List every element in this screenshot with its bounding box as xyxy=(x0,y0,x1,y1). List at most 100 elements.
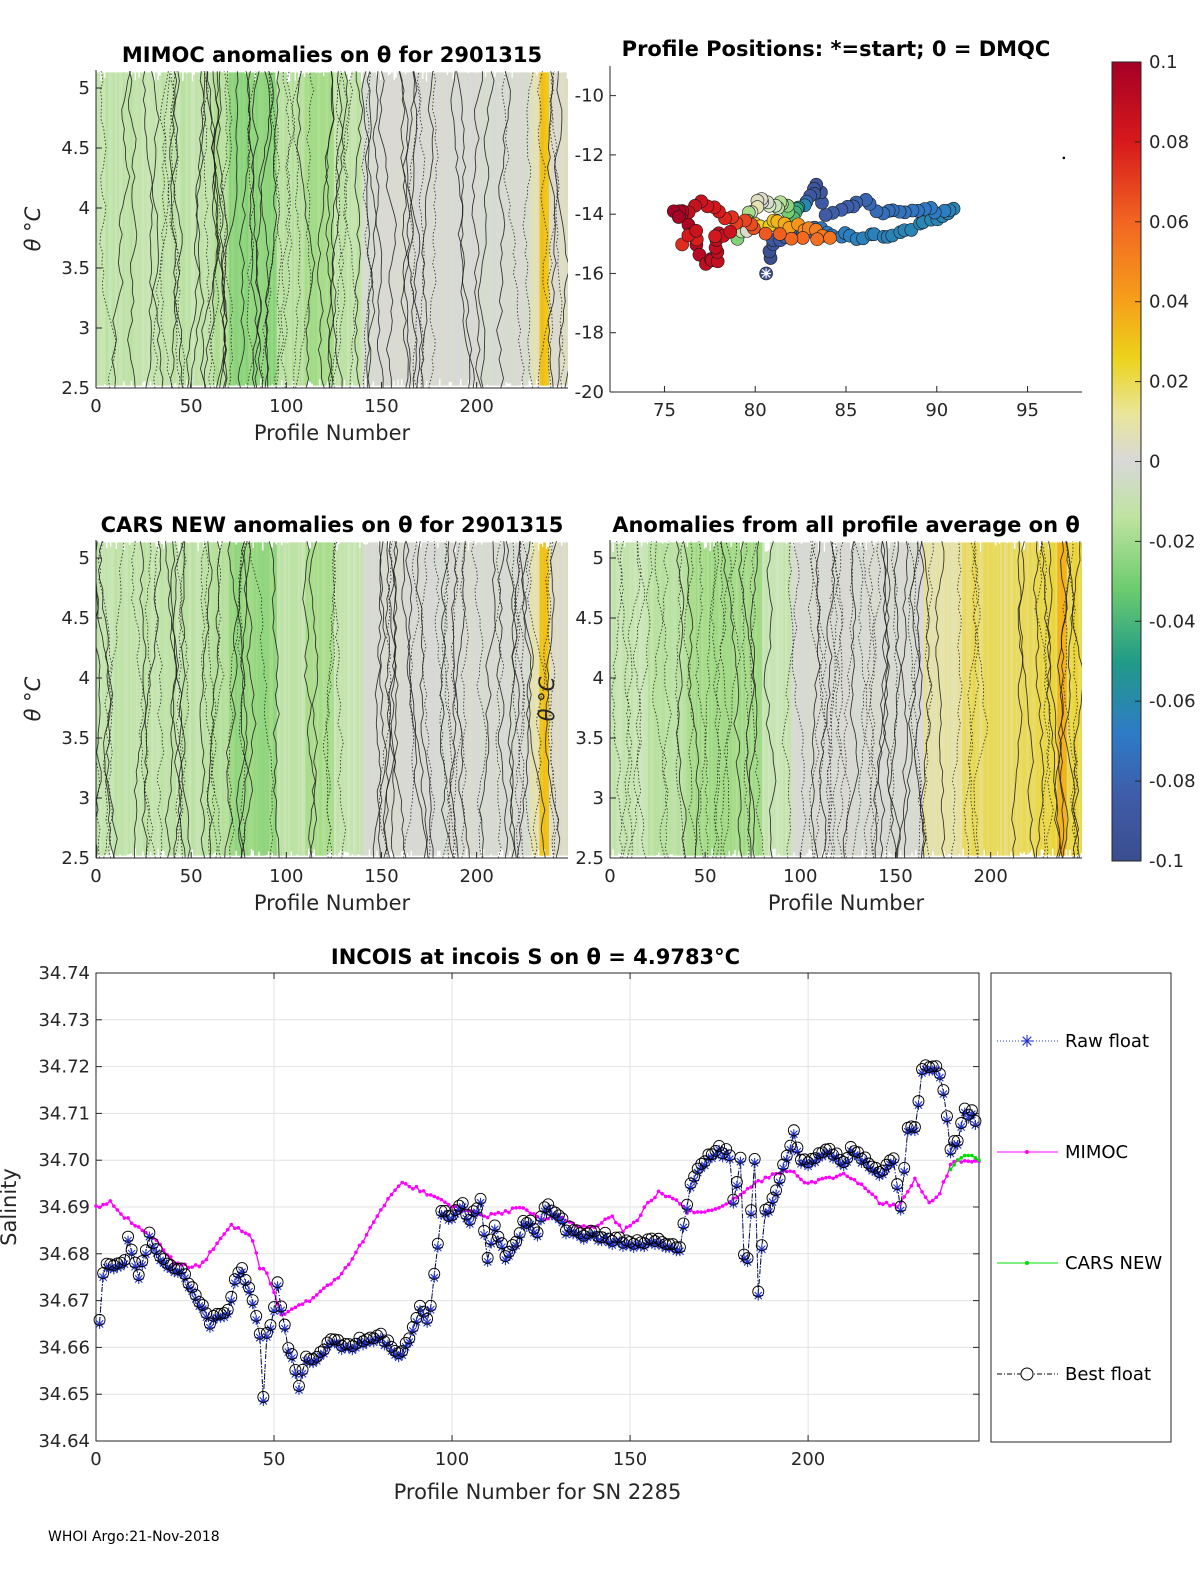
mimoc-point xyxy=(304,1299,308,1303)
mimoc-point xyxy=(945,1174,949,1178)
mimoc-point xyxy=(407,1184,412,1189)
positive-contour xyxy=(919,541,933,858)
y-tick-label: 34.67 xyxy=(38,1291,90,1312)
anomaly-cell xyxy=(1049,542,1053,856)
anomaly-cell xyxy=(446,75,449,386)
negative-contour xyxy=(441,541,454,858)
mimoc-point xyxy=(695,1210,700,1214)
raw-float-star xyxy=(312,1356,321,1365)
positive-contour xyxy=(399,71,423,388)
anomaly-cell xyxy=(373,542,377,856)
anomaly-cell xyxy=(556,542,560,856)
negative-contour xyxy=(325,541,338,858)
best-float-point xyxy=(933,1067,946,1080)
anomaly-cell xyxy=(693,542,697,856)
anomaly-cell xyxy=(244,548,247,856)
anomaly-cell xyxy=(520,542,523,856)
positive-contour xyxy=(516,541,534,858)
anomaly-cell xyxy=(499,72,502,386)
positive-contour xyxy=(1059,541,1069,858)
anomaly-cell xyxy=(1047,549,1051,855)
mimoc-point xyxy=(168,1255,173,1259)
raw-float-star xyxy=(124,1236,133,1245)
mimoc-point xyxy=(222,1232,226,1236)
best-float-point xyxy=(859,1151,872,1164)
anomaly-cell xyxy=(488,542,491,856)
anomaly-cell xyxy=(238,72,242,386)
anomaly-cell xyxy=(341,72,345,386)
raw-float-star xyxy=(423,1318,432,1327)
mimoc-point xyxy=(261,1266,266,1271)
mimoc-point xyxy=(119,1212,123,1216)
mimoc-point xyxy=(94,1204,98,1208)
raw-float-star xyxy=(732,1182,741,1190)
positive-contour xyxy=(384,541,407,858)
mimoc-point xyxy=(592,1225,597,1230)
anomaly-cell xyxy=(1038,550,1041,856)
positive-contour xyxy=(367,71,380,388)
anomaly-cell xyxy=(349,542,352,856)
anomaly-cell xyxy=(518,549,522,856)
y-tick-label: -20 xyxy=(575,382,604,403)
mimoc-point xyxy=(674,1198,679,1202)
anomaly-cell xyxy=(362,72,365,386)
raw-float-star xyxy=(686,1183,695,1192)
anomaly-cell xyxy=(792,547,796,853)
anomaly-cell xyxy=(311,542,314,854)
negative-contour xyxy=(361,71,372,388)
anomaly-cell xyxy=(944,542,948,856)
best-float-point xyxy=(253,1327,266,1340)
anomaly-cell xyxy=(206,542,209,855)
anomaly-cell xyxy=(973,542,977,856)
anomaly-cell xyxy=(758,542,761,856)
best-float-point xyxy=(271,1276,284,1289)
anomaly-cell xyxy=(503,542,506,856)
negative-contour xyxy=(807,541,824,858)
best-float-point xyxy=(503,1245,515,1258)
anomaly-cell xyxy=(924,542,927,856)
best-float-point xyxy=(406,1321,419,1333)
best-float-point xyxy=(787,1124,800,1137)
raw-float-star xyxy=(156,1256,165,1265)
negative-contour xyxy=(420,541,435,858)
anomaly-cell xyxy=(352,72,356,386)
raw-float-star xyxy=(750,1158,759,1167)
best-float-point xyxy=(143,1226,156,1239)
anomaly-cell xyxy=(615,542,619,856)
positive-contour xyxy=(546,71,557,388)
anomaly-cell xyxy=(147,72,150,386)
anomaly-cell xyxy=(992,542,996,856)
profile-position-point xyxy=(773,227,787,241)
chart-cars: 0 50 100 150 200 2.5 3 3.5 4 4.5 5 CARS NEW anomali… xyxy=(21,513,568,915)
y-tick-label: 34.64 xyxy=(38,1431,90,1452)
negative-contour xyxy=(269,71,283,388)
raw-float-star xyxy=(786,1145,795,1154)
y-tick-label: 34.65 xyxy=(38,1384,90,1405)
negative-contour xyxy=(546,71,560,388)
raw-float-star xyxy=(284,1348,293,1357)
mimoc-point xyxy=(635,1218,639,1223)
anomaly-cell xyxy=(826,542,830,853)
positive-contour xyxy=(1033,541,1045,858)
colorbar-tick-label: -0.04 xyxy=(1149,611,1196,632)
positive-contour xyxy=(331,71,348,388)
anomaly-cell xyxy=(773,542,777,849)
raw-float-star xyxy=(743,1258,752,1267)
x-tick-label: 200 xyxy=(973,866,1007,887)
anomaly-cell xyxy=(657,542,661,853)
negative-contour xyxy=(450,541,463,858)
anomaly-cell xyxy=(328,72,331,386)
best-float-point xyxy=(958,1102,971,1115)
mimoc-point xyxy=(112,1204,116,1208)
raw-float-star xyxy=(205,1323,214,1332)
negative-contour xyxy=(674,541,686,858)
best-float-point xyxy=(681,1198,693,1211)
anomaly-cell xyxy=(259,72,263,379)
anomaly-cell xyxy=(269,72,272,386)
mimoc-point xyxy=(532,1212,536,1216)
best-float-point xyxy=(884,1154,896,1167)
anomaly-field xyxy=(610,541,1082,858)
positive-contour xyxy=(398,71,412,388)
best-float-point xyxy=(716,1147,729,1160)
anomaly-cell xyxy=(194,72,198,386)
